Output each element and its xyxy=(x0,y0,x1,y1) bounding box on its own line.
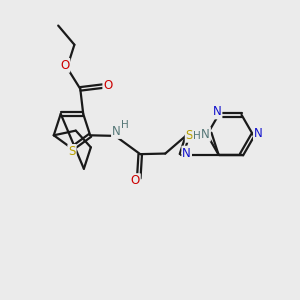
Text: O: O xyxy=(130,174,140,187)
Text: N: N xyxy=(182,147,191,160)
Text: N: N xyxy=(213,105,221,119)
Text: S: S xyxy=(186,129,193,142)
Text: O: O xyxy=(103,80,112,92)
Text: O: O xyxy=(60,59,69,72)
Text: N: N xyxy=(254,127,263,140)
Text: N: N xyxy=(201,128,210,141)
Text: H: H xyxy=(194,131,201,141)
Text: S: S xyxy=(68,145,76,158)
Text: H: H xyxy=(121,120,128,130)
Text: N: N xyxy=(112,125,121,138)
